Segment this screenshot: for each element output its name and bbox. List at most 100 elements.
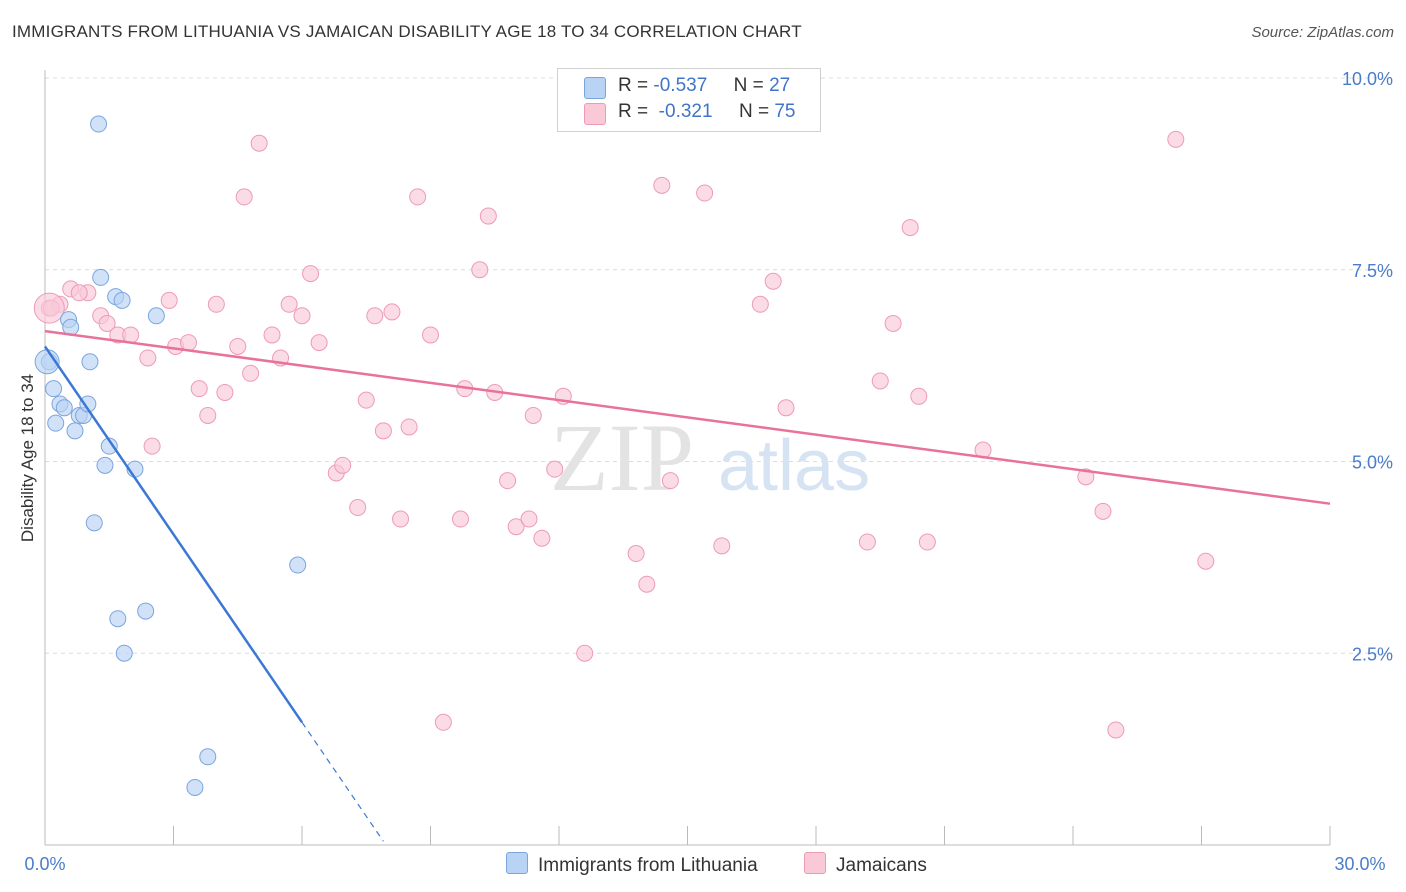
point-lithuania (199, 748, 217, 766)
point-jamaicans (229, 337, 247, 355)
point-jamaicans (357, 391, 375, 409)
series-lithuania (34, 115, 307, 796)
point-jamaicans (627, 545, 645, 563)
y-tick-label: 5.0% (1352, 453, 1393, 473)
legend-text-lithuania: R = -0.537 N = 27 (618, 75, 790, 97)
legend-swatch-pink (804, 852, 826, 874)
point-lithuania (100, 437, 118, 455)
legend-r-value: -0.537 (653, 75, 708, 96)
point-jamaicans (434, 713, 452, 731)
point-jamaicans (1077, 468, 1095, 486)
source-label: Source: ZipAtlas.com (1251, 24, 1394, 41)
legend-swatch-blue (584, 77, 606, 99)
point-jamaicans (638, 575, 656, 593)
point-jamaicans (242, 364, 260, 382)
point-jamaicans (520, 510, 538, 528)
y-axis-title: Disability Age 18 to 34 (18, 374, 37, 542)
chart-title: IMMIGRANTS FROM LITHUANIA VS JAMAICAN DI… (12, 22, 802, 41)
point-lithuania (90, 115, 108, 133)
point-jamaicans (901, 219, 919, 237)
point-jamaicans (70, 284, 88, 302)
point-jamaicans (280, 295, 298, 313)
point-lithuania (113, 291, 131, 309)
point-jamaicans (576, 644, 594, 662)
point-jamaicans (471, 261, 489, 279)
y-tick-labels: 2.5% 5.0% 7.5% 10.0% (1342, 69, 1393, 664)
point-lithuania (81, 353, 99, 371)
point-jamaicans (1197, 552, 1215, 570)
point-jamaicans (507, 518, 525, 536)
point-lithuania (85, 514, 103, 532)
point-jamaicans (143, 437, 161, 455)
point-jamaicans (533, 529, 551, 547)
point-jamaicans (653, 176, 671, 194)
point-jamaicans (661, 472, 679, 490)
point-jamaicans (713, 537, 731, 555)
point-jamaicans (374, 422, 392, 440)
point-jamaicans (293, 307, 311, 325)
point-jamaicans (207, 295, 225, 313)
point-lithuania (55, 399, 73, 417)
point-jamaicans (858, 533, 876, 551)
legend-label-jamaicans: Jamaicans (836, 855, 927, 876)
point-lithuania (289, 556, 307, 574)
x-ticks (44, 826, 1331, 845)
point-jamaicans (524, 406, 542, 424)
point-lithuania (47, 414, 65, 432)
point-jamaicans (871, 372, 889, 390)
point-jamaicans (409, 188, 427, 206)
bottom-legend-jamaicans: Jamaicans (804, 852, 927, 877)
point-jamaicans (179, 334, 197, 352)
watermark-zip: ZIP (550, 404, 694, 511)
point-jamaicans (383, 303, 401, 321)
x-tick-label-min: 0.0% (24, 854, 65, 874)
point-lithuania (137, 602, 155, 620)
point-jamaicans (451, 510, 469, 528)
point-jamaicans (392, 510, 410, 528)
point-jamaicans (764, 272, 782, 290)
point-jamaicans-large (33, 292, 65, 324)
point-jamaicans (910, 387, 928, 405)
legend-n-label: N = (738, 101, 770, 122)
y-tick-label: 2.5% (1352, 644, 1393, 664)
legend-swatch-blue (506, 852, 528, 874)
point-jamaicans (334, 456, 352, 474)
point-jamaicans (122, 326, 140, 344)
legend-r-label: R = (618, 75, 649, 96)
point-jamaicans (216, 383, 234, 401)
point-jamaicans (310, 334, 328, 352)
legend-swatch-pink (584, 103, 606, 125)
stats-legend: R = -0.537 N = 27 R = -0.321 N = 75 (557, 68, 821, 132)
point-jamaicans (190, 380, 208, 398)
point-jamaicans (696, 184, 714, 202)
legend-r-value: -0.321 (658, 101, 713, 122)
point-jamaicans (918, 533, 936, 551)
point-lithuania (45, 380, 63, 398)
point-lithuania (96, 456, 114, 474)
point-jamaicans (349, 499, 367, 517)
legend-n-value: 27 (769, 75, 791, 96)
point-jamaicans (160, 291, 178, 309)
trend-lines (43, 329, 1331, 842)
trend-line-lithuania-extension (301, 721, 384, 842)
point-jamaicans (98, 314, 116, 332)
point-jamaicans (235, 188, 253, 206)
y-tick-label: 10.0% (1342, 69, 1393, 89)
point-jamaicans (546, 460, 564, 478)
point-lithuania (186, 778, 204, 796)
point-jamaicans (139, 349, 157, 367)
x-tick-label-max: 30.0% (1334, 854, 1385, 874)
point-lithuania (66, 422, 84, 440)
point-jamaicans (1167, 130, 1185, 148)
trend-line-lithuania (43, 345, 304, 723)
point-jamaicans (751, 295, 769, 313)
point-jamaicans (1107, 721, 1125, 739)
point-jamaicans (302, 265, 320, 283)
point-jamaicans (479, 207, 497, 225)
point-jamaicans (400, 418, 418, 436)
point-jamaicans (422, 326, 439, 344)
legend-label-lithuania: Immigrants from Lithuania (538, 855, 758, 876)
point-jamaicans (499, 472, 517, 490)
point-jamaicans (263, 326, 281, 344)
